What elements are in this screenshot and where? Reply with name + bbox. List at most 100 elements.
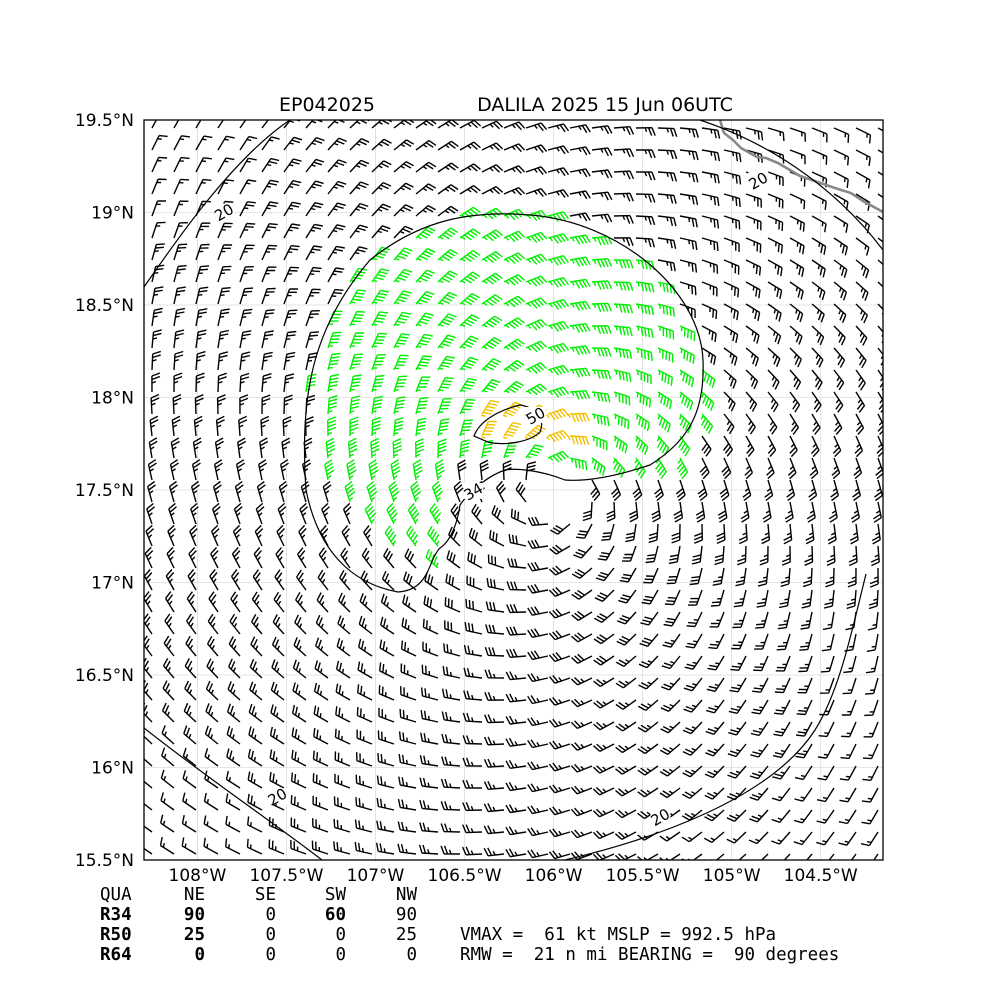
wind-barb	[280, 459, 289, 481]
wind-barb	[173, 286, 186, 305]
wind-barb	[491, 505, 505, 525]
wind-barb	[685, 633, 703, 649]
wind-barb	[776, 633, 791, 651]
wind-barb	[659, 765, 681, 777]
wind-barb	[461, 846, 483, 856]
wind-barb	[327, 267, 345, 283]
wind-barb	[635, 171, 656, 181]
wind-barb	[811, 237, 827, 255]
wind-barb	[683, 677, 703, 692]
wind-barb	[754, 633, 769, 650]
wind-barb	[877, 193, 883, 199]
wind-barb	[297, 547, 307, 569]
wind-barb	[508, 534, 527, 547]
wind-barb	[723, 281, 740, 298]
wind-barb	[159, 836, 175, 855]
wind-barb	[833, 347, 846, 368]
wind-barb	[186, 613, 197, 635]
wind-barb	[450, 503, 461, 525]
wind-barb	[415, 226, 436, 240]
wind-barb	[207, 613, 219, 635]
wind-barb	[527, 783, 549, 793]
wind-barb	[346, 459, 357, 481]
wind-barb	[260, 415, 270, 437]
wind-barb	[635, 347, 653, 361]
coastline-path	[718, 120, 883, 214]
wind-barb	[305, 223, 323, 239]
wind-barb	[393, 375, 408, 393]
wind-barb	[705, 721, 725, 735]
wind-barb	[637, 699, 659, 712]
wind-barb	[673, 501, 684, 523]
wind-barb	[361, 547, 373, 569]
wind-barb	[615, 743, 637, 754]
wind-barb	[481, 358, 502, 372]
wind-barb	[548, 806, 571, 816]
wind-barb	[839, 787, 857, 803]
wind-barb	[570, 829, 593, 839]
wind-barb	[863, 721, 879, 738]
wind-barb	[275, 547, 285, 569]
wind-barb	[701, 237, 719, 252]
wind-barb	[484, 691, 505, 701]
wind-barb	[376, 775, 395, 789]
wind-barb	[181, 837, 197, 855]
wind-barb	[808, 479, 818, 502]
table-header-nw: NW	[396, 885, 418, 905]
wind-barb	[679, 237, 698, 251]
wind-barb	[591, 213, 613, 223]
wind-barb	[771, 787, 791, 802]
wind-barb	[437, 205, 459, 217]
wind-barb	[789, 369, 802, 390]
wind-barb	[527, 695, 549, 705]
wind-barb	[305, 373, 317, 393]
wind-barb	[811, 325, 825, 346]
wind-barb	[548, 762, 571, 772]
wind-barb	[481, 142, 504, 151]
wind-barb	[168, 480, 178, 503]
wind-barb	[800, 611, 813, 630]
wind-barb	[400, 686, 417, 701]
wind-barb	[188, 547, 197, 569]
wind-barb	[618, 589, 637, 604]
table-cell: 0	[406, 945, 417, 965]
wind-barb	[548, 565, 571, 576]
wind-barb	[613, 126, 635, 135]
wind-barb	[378, 707, 395, 723]
wind-barb	[203, 837, 219, 855]
wind-barb	[322, 480, 332, 503]
wind-barb	[745, 237, 762, 253]
wind-barb	[525, 297, 548, 309]
wind-barb	[679, 215, 698, 228]
y-tick-label: 18°N	[91, 389, 134, 409]
wind-barb	[505, 782, 527, 792]
wind-barb	[548, 784, 571, 794]
wind-barb	[349, 181, 369, 195]
wind-barb	[723, 303, 739, 321]
wind-barb	[865, 677, 879, 695]
wind-barb	[841, 699, 857, 716]
wind-barb	[744, 457, 754, 480]
wind-barb	[657, 325, 675, 340]
wind-barb	[325, 437, 336, 459]
wind-barb	[570, 851, 593, 860]
wind-barb	[270, 681, 285, 701]
wind-barb	[723, 369, 737, 389]
wind-barb	[327, 395, 338, 415]
wind-barb	[615, 677, 637, 689]
wind-barb	[162, 680, 175, 701]
wind-barb	[149, 415, 159, 437]
wind-barb	[467, 551, 483, 569]
wind-barb	[682, 743, 703, 756]
wind-barb	[794, 765, 813, 781]
wind-barb	[767, 215, 784, 232]
contour-34	[303, 213, 704, 593]
wind-barb	[839, 765, 857, 781]
wind-barb	[789, 435, 798, 458]
wind-barb	[567, 435, 590, 446]
wind-barb	[190, 480, 200, 503]
wind-barb	[315, 614, 329, 635]
wind-barb	[506, 581, 527, 591]
wind-barb	[767, 127, 785, 142]
wind-barb	[481, 439, 494, 459]
